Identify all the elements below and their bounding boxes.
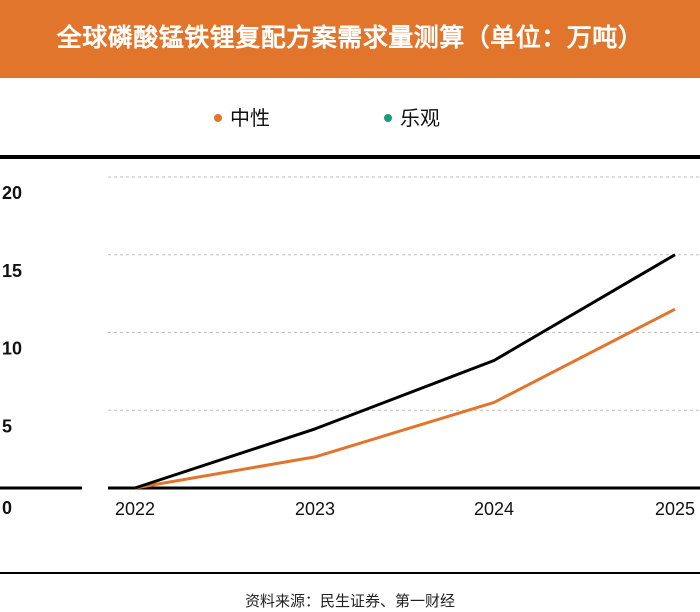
title-bar: 全球磷酸锰铁锂复配方案需求量测算（单位：万吨） <box>0 0 700 78</box>
x-tick-label: 2022 <box>115 499 155 519</box>
y-tick-label: 20 <box>2 183 22 203</box>
x-tick-label: 2025 <box>655 499 695 519</box>
y-tick-label: 0 <box>2 498 12 518</box>
chart-title: 全球磷酸锰铁锂复配方案需求量测算（单位：万吨） <box>56 23 644 52</box>
series-line-0 <box>134 307 676 490</box>
legend-label-series-1: 乐观 <box>400 106 440 130</box>
x-tick-label: 2024 <box>474 499 514 519</box>
legend-item-series-0: 中性 <box>214 103 270 133</box>
legend-dot-series-1 <box>384 114 392 122</box>
legend-dot-series-0 <box>214 114 222 122</box>
y-tick-label: 5 <box>2 416 12 436</box>
y-tick-label: 10 <box>2 339 22 359</box>
x-tick-label: 2023 <box>295 499 335 519</box>
y-tick-label: 15 <box>2 261 22 281</box>
source-note: 资料来源：民生证券、第一财经 <box>244 592 455 610</box>
legend-item-series-1: 乐观 <box>384 103 440 133</box>
legend: 中性 乐观 <box>0 103 700 133</box>
legend-label-series-0: 中性 <box>230 106 270 130</box>
series-line-1 <box>134 253 676 490</box>
